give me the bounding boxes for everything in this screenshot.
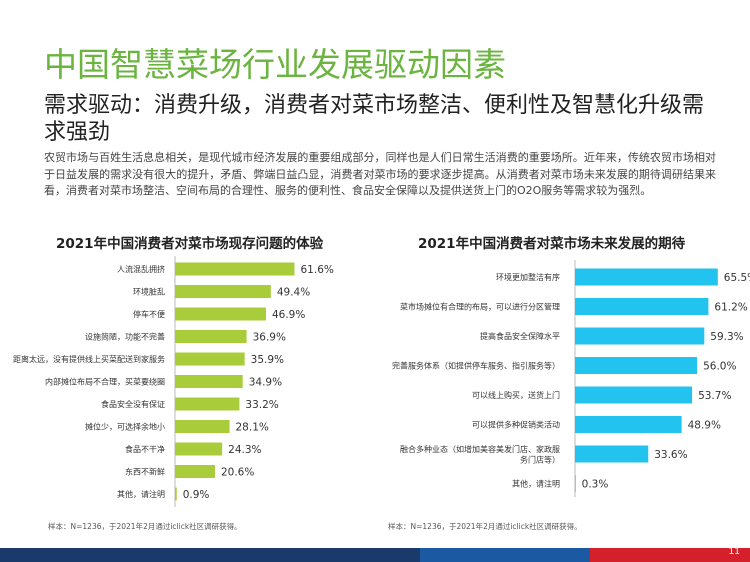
left-category-label: 设施简陋，功能不完善 <box>85 332 165 342</box>
left-category-label: 停车不便 <box>133 309 165 319</box>
left-value-label: 34.9% <box>249 377 282 389</box>
right-bar <box>575 445 649 463</box>
left-category-label: 内部摊位布局不合理，买菜要绕圈 <box>45 377 165 387</box>
left-value-label: 36.9% <box>253 332 286 344</box>
right-category-label: 完善服务体系（如提供停车服务、指引服务等） <box>392 361 560 371</box>
left-value-label: 20.6% <box>221 467 254 479</box>
left-bar <box>175 330 247 343</box>
left-bar <box>175 397 240 411</box>
right-value-label: 48.9% <box>688 420 721 432</box>
right-bar <box>575 268 718 286</box>
right-chart-note: 样本：N=1236，于2021年2月通过iclick社区调研获得。 <box>388 522 582 531</box>
left-category-label: 人流混乱拥挤 <box>117 264 165 274</box>
left-bar <box>175 487 177 501</box>
right-category-label: 其他，请注明 <box>512 479 560 489</box>
left-bar-chart: 人流混乱拥挤 61.6% 环境脏乱 49.4% 停车不便 46.9% 设施简陋，功能不完善 3… <box>13 256 334 507</box>
left-value-label: 28.1% <box>236 422 269 434</box>
right-value-label: 65.5% <box>724 272 750 284</box>
right-bar <box>575 475 576 492</box>
slide-subtitle: 需求驱动：消费升级，消费者对菜市场整洁、便利性及智慧化升级需求强劲 <box>44 93 705 145</box>
slide-body-text: 农贸市场与百姓生活息息相关，是现代城市经济发展的重要组成部分，同样也是人们日常生… <box>44 151 716 197</box>
footer-segment-blue <box>420 548 590 562</box>
left-bar <box>175 285 271 298</box>
right-value-label: 56.0% <box>703 361 736 373</box>
footer-bar <box>0 548 750 562</box>
right-category-label: 融合多种业态（如增加美容美发门店、家政服务门店等） <box>400 444 560 465</box>
left-value-label: 61.6% <box>301 264 334 276</box>
right-bar <box>575 416 682 433</box>
left-category-label: 距离太远，没有提供线上买菜配送到家服务 <box>13 354 165 364</box>
left-value-label: 46.9% <box>272 309 305 321</box>
right-value-label: 0.3% <box>582 479 609 491</box>
footer-segment-navy <box>0 548 420 562</box>
right-bar <box>575 386 693 404</box>
left-bar <box>175 352 245 366</box>
right-value-label: 33.6% <box>654 449 687 461</box>
left-category-label: 其他，请注明 <box>117 489 165 499</box>
right-bar <box>575 327 705 345</box>
page-number: 11 <box>728 547 740 557</box>
left-bar <box>175 420 230 433</box>
right-category-label: 可以提供多种促销类活动 <box>472 420 560 430</box>
left-category-label: 环境脏乱 <box>133 287 165 297</box>
left-chart-note: 样本：N=1236，于2021年2月通过iclick社区调研获得。 <box>48 522 242 531</box>
left-bar <box>175 307 266 321</box>
right-chart-title: 2021年中国消费者对菜市场未来发展的期待 <box>418 236 686 252</box>
left-category-label: 东西不新鲜 <box>125 467 165 477</box>
right-category-label: 可以线上购买，送货上门 <box>472 390 560 400</box>
left-category-label: 食品不干净 <box>125 444 165 454</box>
left-bar <box>175 262 295 276</box>
slide-title: 中国智慧菜场行业发展驱动因素 <box>44 45 506 84</box>
right-bar <box>575 298 709 315</box>
left-value-label: 35.9% <box>251 354 284 366</box>
right-bar-chart: 环境更加整洁有序 65.5% 菜市场摊位有合理的布局，可以进行分区管理 61.2% 提高… <box>392 260 750 497</box>
left-value-label: 0.9% <box>183 489 210 501</box>
left-bar <box>175 375 243 388</box>
right-bar <box>575 357 698 374</box>
right-value-label: 61.2% <box>714 302 747 314</box>
left-value-label: 24.3% <box>228 444 261 456</box>
right-category-label: 环境更加整洁有序 <box>496 272 560 282</box>
right-value-label: 59.3% <box>710 331 743 343</box>
right-value-label: 53.7% <box>698 390 731 402</box>
left-value-label: 49.4% <box>277 287 310 299</box>
left-chart-title: 2021年中国消费者对菜市场现存问题的体验 <box>56 236 324 252</box>
left-category-label: 摊位少，可选择余地小 <box>85 422 165 432</box>
left-category-label: 食品安全没有保证 <box>101 399 165 409</box>
right-category-label: 提高食品安全保障水平 <box>480 331 560 341</box>
left-bar <box>175 442 223 456</box>
right-category-label: 菜市场摊位有合理的布局，可以进行分区管理 <box>400 302 560 312</box>
left-value-label: 33.2% <box>245 399 278 411</box>
left-bar <box>175 465 215 478</box>
footer-segment-red <box>590 548 750 562</box>
